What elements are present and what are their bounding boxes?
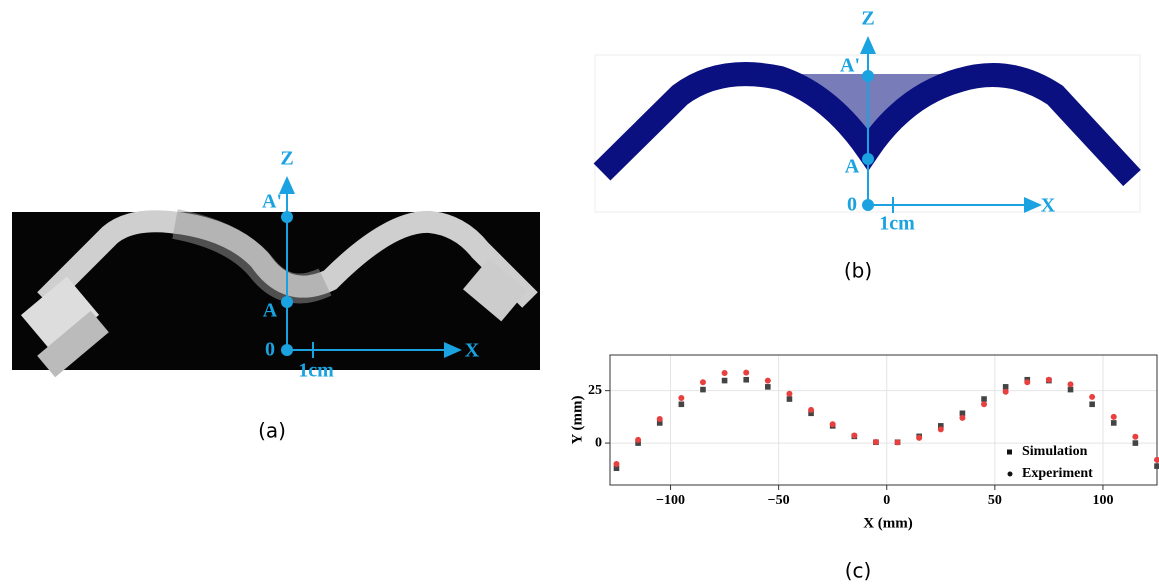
point: [830, 421, 836, 427]
x-tick-label: −100: [656, 493, 685, 508]
point: [722, 370, 728, 376]
point: [657, 416, 663, 422]
point: [613, 461, 619, 467]
point: [743, 377, 749, 383]
y-tick-label: 25: [588, 383, 602, 398]
point: [765, 378, 771, 384]
point: [1068, 381, 1074, 387]
point-label: 0: [265, 339, 275, 361]
point: [787, 396, 793, 402]
point: [1089, 401, 1095, 407]
point: [1111, 414, 1117, 420]
point: [1133, 440, 1139, 446]
legend-marker: [1007, 450, 1012, 455]
point: [678, 395, 684, 401]
point: [938, 426, 944, 432]
x-axis-title: X (mm): [863, 515, 913, 531]
x-tick-label: 50: [988, 493, 1002, 508]
axis-label: Z: [861, 8, 874, 30]
y-tick-label: 0: [595, 435, 602, 450]
point: [1154, 463, 1159, 469]
point: [1089, 394, 1095, 400]
y-axis-title: Y (mm): [569, 395, 585, 444]
panel-label: (b): [844, 259, 872, 283]
scale-label: 1cm: [298, 360, 334, 382]
axis-label: Z: [280, 148, 293, 170]
point: [895, 439, 901, 445]
point: [959, 415, 965, 421]
point: [1132, 434, 1138, 440]
point-label: A': [840, 55, 860, 77]
point: [916, 435, 922, 441]
photo: [12, 212, 540, 377]
plot: −100 −50 0 50 100 0 25 Simulation Experiment: [588, 355, 1159, 508]
point: [722, 378, 728, 384]
point: [808, 407, 814, 413]
x-tick-label: 100: [1092, 493, 1113, 508]
point-label: 0: [847, 194, 857, 216]
x-tick-label: −50: [768, 493, 790, 508]
point: [1024, 379, 1030, 385]
point: [873, 439, 879, 445]
point: [786, 391, 792, 397]
legend-label: Simulation: [1022, 444, 1088, 459]
point: [1068, 387, 1074, 393]
point: [700, 379, 706, 385]
legend-label: Experiment: [1022, 466, 1093, 481]
panel-label: (a): [258, 419, 286, 443]
scale-label: 1cm: [879, 213, 915, 235]
axis-label: X: [465, 340, 480, 362]
point: [1046, 377, 1052, 383]
point: [1154, 457, 1159, 463]
point: [765, 384, 771, 390]
axis-label: X: [1041, 195, 1056, 217]
panel-label: (c): [845, 559, 872, 583]
point: [635, 437, 641, 443]
point: [1111, 420, 1117, 426]
point: [851, 433, 857, 439]
point: [981, 401, 987, 407]
point: [981, 396, 987, 402]
figure: Z A' A 0 X 1cm (a) Z A' A 0 X 1cm (b) X …: [0, 0, 1159, 587]
point-label: A': [262, 191, 282, 213]
point-label: A: [845, 156, 860, 178]
legend-marker: [1008, 472, 1013, 477]
point: [679, 401, 685, 407]
point: [743, 370, 749, 376]
point: [700, 387, 706, 393]
point-label: A: [263, 300, 278, 322]
x-tick-label: 0: [883, 493, 890, 508]
point: [1003, 389, 1009, 395]
